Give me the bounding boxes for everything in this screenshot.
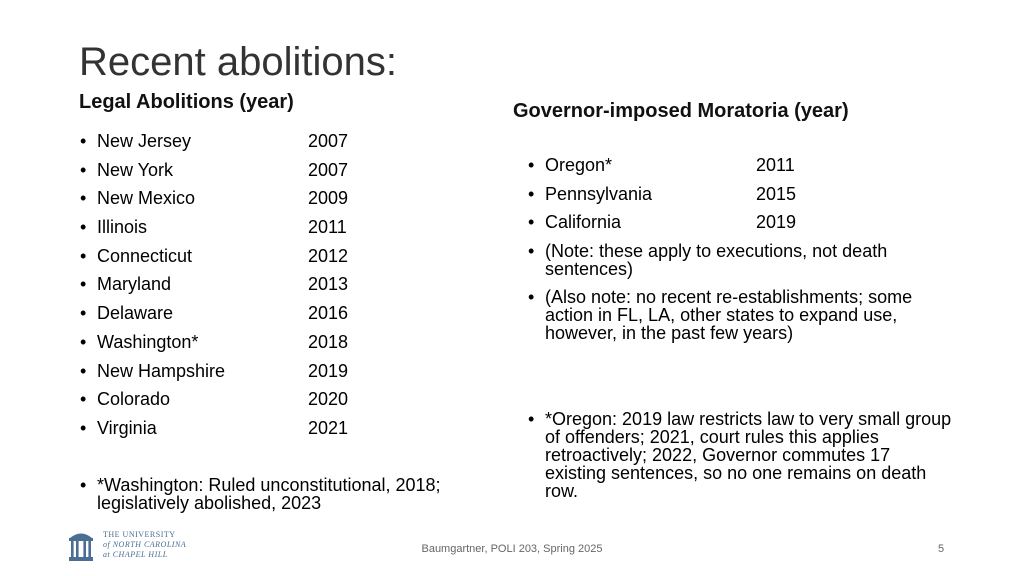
left-heading: Legal Abolitions (year)	[79, 91, 294, 113]
unc-logo: THE UNIVERSITY of NORTH CAROLINA at CHAP…	[68, 528, 186, 562]
list-item: Oregon*2011	[528, 156, 953, 185]
right-heading: Governor-imposed Moratoria (year)	[513, 100, 849, 122]
page-number: 5	[938, 543, 945, 555]
logo-line-3: at CHAPEL HILL	[103, 550, 168, 559]
oregon-note-list: *Oregon: 2019 law restricts law to very …	[528, 410, 953, 500]
washington-note-list: *Washington: Ruled unconstitutional, 201…	[80, 476, 490, 512]
list-item: Washington*2018	[80, 333, 370, 362]
logo-line-1: THE UNIVERSITY	[103, 530, 176, 539]
old-well-icon	[69, 533, 93, 561]
slide-title: Recent abolitions:	[79, 40, 397, 84]
washington-note: *Washington: Ruled unconstitutional, 201…	[80, 476, 490, 512]
executions-note: (Note: these apply to executions, not de…	[528, 242, 953, 278]
logo-line-2: of NORTH CAROLINA	[103, 540, 187, 549]
footer-credit: Baumgartner, POLI 203, Spring 2025	[421, 543, 603, 555]
re-establishment-note: (Also note: no recent re-establishments;…	[528, 288, 953, 342]
oregon-note: *Oregon: 2019 law restricts law to very …	[528, 410, 953, 500]
